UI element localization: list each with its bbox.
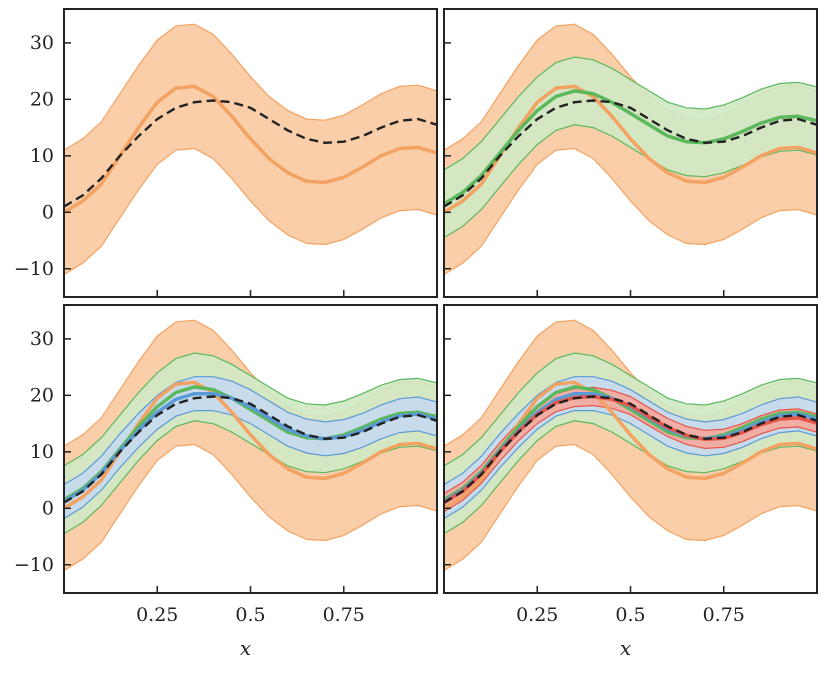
y-tick-label: 0 (42, 497, 54, 519)
y-tick-label: 30 (30, 32, 54, 54)
x-axis-label: x (240, 636, 251, 660)
y-tick-label: 20 (30, 88, 54, 110)
y-tick-label: 20 (30, 384, 54, 406)
x-tick-label: 0.75 (323, 604, 365, 626)
x-tick-label: 0.75 (703, 604, 745, 626)
panel-top-left: −10 0 10 20 30 (14, 8, 438, 298)
plot-area (444, 23, 817, 276)
y-tick-label: 30 (30, 328, 54, 350)
x-tick-label: 0.25 (516, 604, 558, 626)
y-tick-label: 10 (30, 145, 54, 167)
orange-band (64, 23, 437, 276)
truth-dashed-line (64, 395, 437, 504)
y-tick-label: 0 (42, 201, 54, 223)
truth-dashed-line (444, 395, 817, 504)
panel-bottom-left: −10 0 10 20 30 0.25 0.5 0.75 x (14, 304, 438, 660)
x-tick-label: 0.5 (235, 604, 265, 626)
y-tick-label: −10 (14, 554, 54, 576)
plot-area (64, 319, 437, 572)
plot-area (444, 319, 817, 572)
panel-bottom-right: 0.25 0.5 0.75 x (443, 304, 818, 660)
truth-dashed-line (444, 99, 817, 208)
plot-area (64, 23, 437, 276)
x-axis-label: x (620, 636, 631, 660)
y-tick-label: 10 (30, 441, 54, 463)
orange-mean-line (64, 84, 437, 214)
x-tick-label: 0.25 (136, 604, 178, 626)
truth-dashed-line (64, 99, 437, 208)
x-tick-label: 0.5 (615, 604, 645, 626)
green-mean-line (444, 89, 817, 206)
y-tick-label: −10 (14, 258, 54, 280)
panel-top-right (443, 8, 818, 298)
